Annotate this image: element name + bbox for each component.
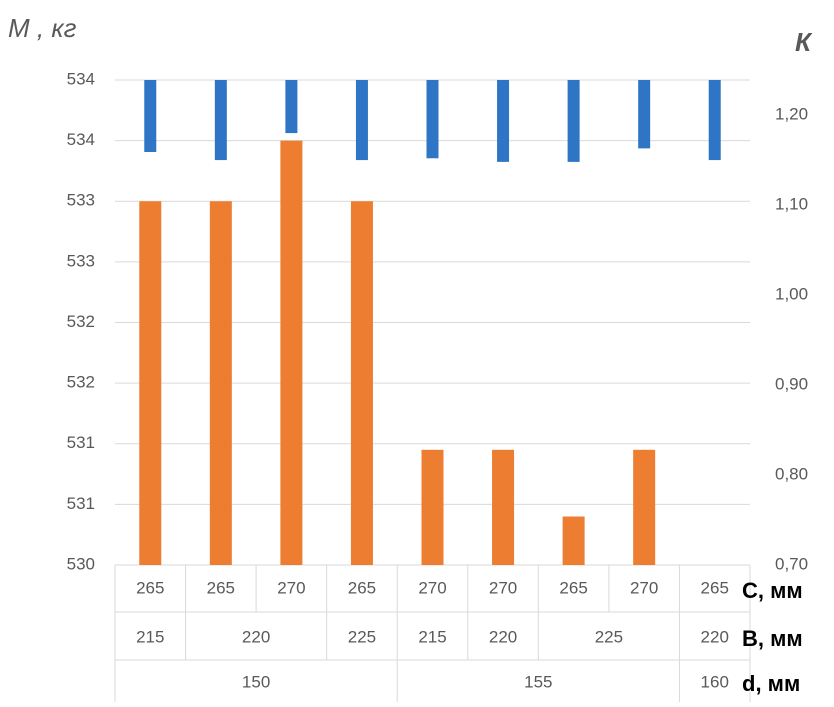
x-group-label: 225 xyxy=(595,627,623,646)
x-group-label: 220 xyxy=(489,627,517,646)
bar xyxy=(214,80,227,161)
x-level-label: C, мм xyxy=(742,578,803,603)
bar xyxy=(355,80,368,161)
y-tick-label: 533 xyxy=(67,191,95,210)
bar xyxy=(285,80,298,134)
x-tick-label: 270 xyxy=(418,578,446,597)
y2-tick-label: 1,10 xyxy=(775,195,808,214)
bar xyxy=(139,201,162,565)
bar xyxy=(280,140,303,565)
bar xyxy=(567,80,580,162)
x-tick-label: 265 xyxy=(701,578,729,597)
x-tick-label: 265 xyxy=(207,578,235,597)
x-tick-label: 270 xyxy=(277,578,305,597)
x-group-label: 225 xyxy=(348,627,376,646)
y-tick-label: 531 xyxy=(67,494,95,513)
x-tick-label: 265 xyxy=(348,578,376,597)
y2-axis-label: К xyxy=(795,27,813,57)
bar xyxy=(209,201,232,565)
x-tick-label: 265 xyxy=(136,578,164,597)
bar xyxy=(708,80,721,161)
y-tick-label: 531 xyxy=(67,433,95,452)
x-group-label: 220 xyxy=(242,627,270,646)
x-group-label: 215 xyxy=(136,627,164,646)
y2-tick-label: 0,80 xyxy=(775,465,808,484)
bar xyxy=(638,80,651,149)
y-tick-label: 534 xyxy=(67,130,95,149)
x-group-label: 150 xyxy=(242,672,270,691)
x-level-label: d, мм xyxy=(742,671,800,696)
x-group-label: 160 xyxy=(701,672,729,691)
y-tick-label: 530 xyxy=(67,554,95,573)
y2-tick-label: 1,20 xyxy=(775,105,808,124)
x-group-label: 215 xyxy=(418,627,446,646)
y-axis-label: M , кг xyxy=(8,13,77,43)
x-tick-label: 270 xyxy=(489,578,517,597)
bar xyxy=(562,516,585,565)
y-tick-label: 532 xyxy=(67,312,95,331)
bar xyxy=(350,201,373,565)
bar xyxy=(144,80,157,152)
x-tick-label: 270 xyxy=(630,578,658,597)
bar xyxy=(492,449,515,565)
x-group-label: 220 xyxy=(701,627,729,646)
y-tick-label: 534 xyxy=(67,69,95,88)
y-tick-label: 533 xyxy=(67,251,95,270)
x-tick-label: 265 xyxy=(559,578,587,597)
y2-tick-label: 0,90 xyxy=(775,375,808,394)
y2-tick-label: 1,00 xyxy=(775,285,808,304)
y-tick-label: 532 xyxy=(67,373,95,392)
bar xyxy=(497,80,510,162)
bar xyxy=(421,449,444,565)
y2-tick-label: 0,70 xyxy=(775,554,808,573)
bar xyxy=(633,449,656,565)
x-level-label: B, мм xyxy=(742,626,803,651)
bar xyxy=(426,80,439,159)
x-group-label: 155 xyxy=(524,672,552,691)
